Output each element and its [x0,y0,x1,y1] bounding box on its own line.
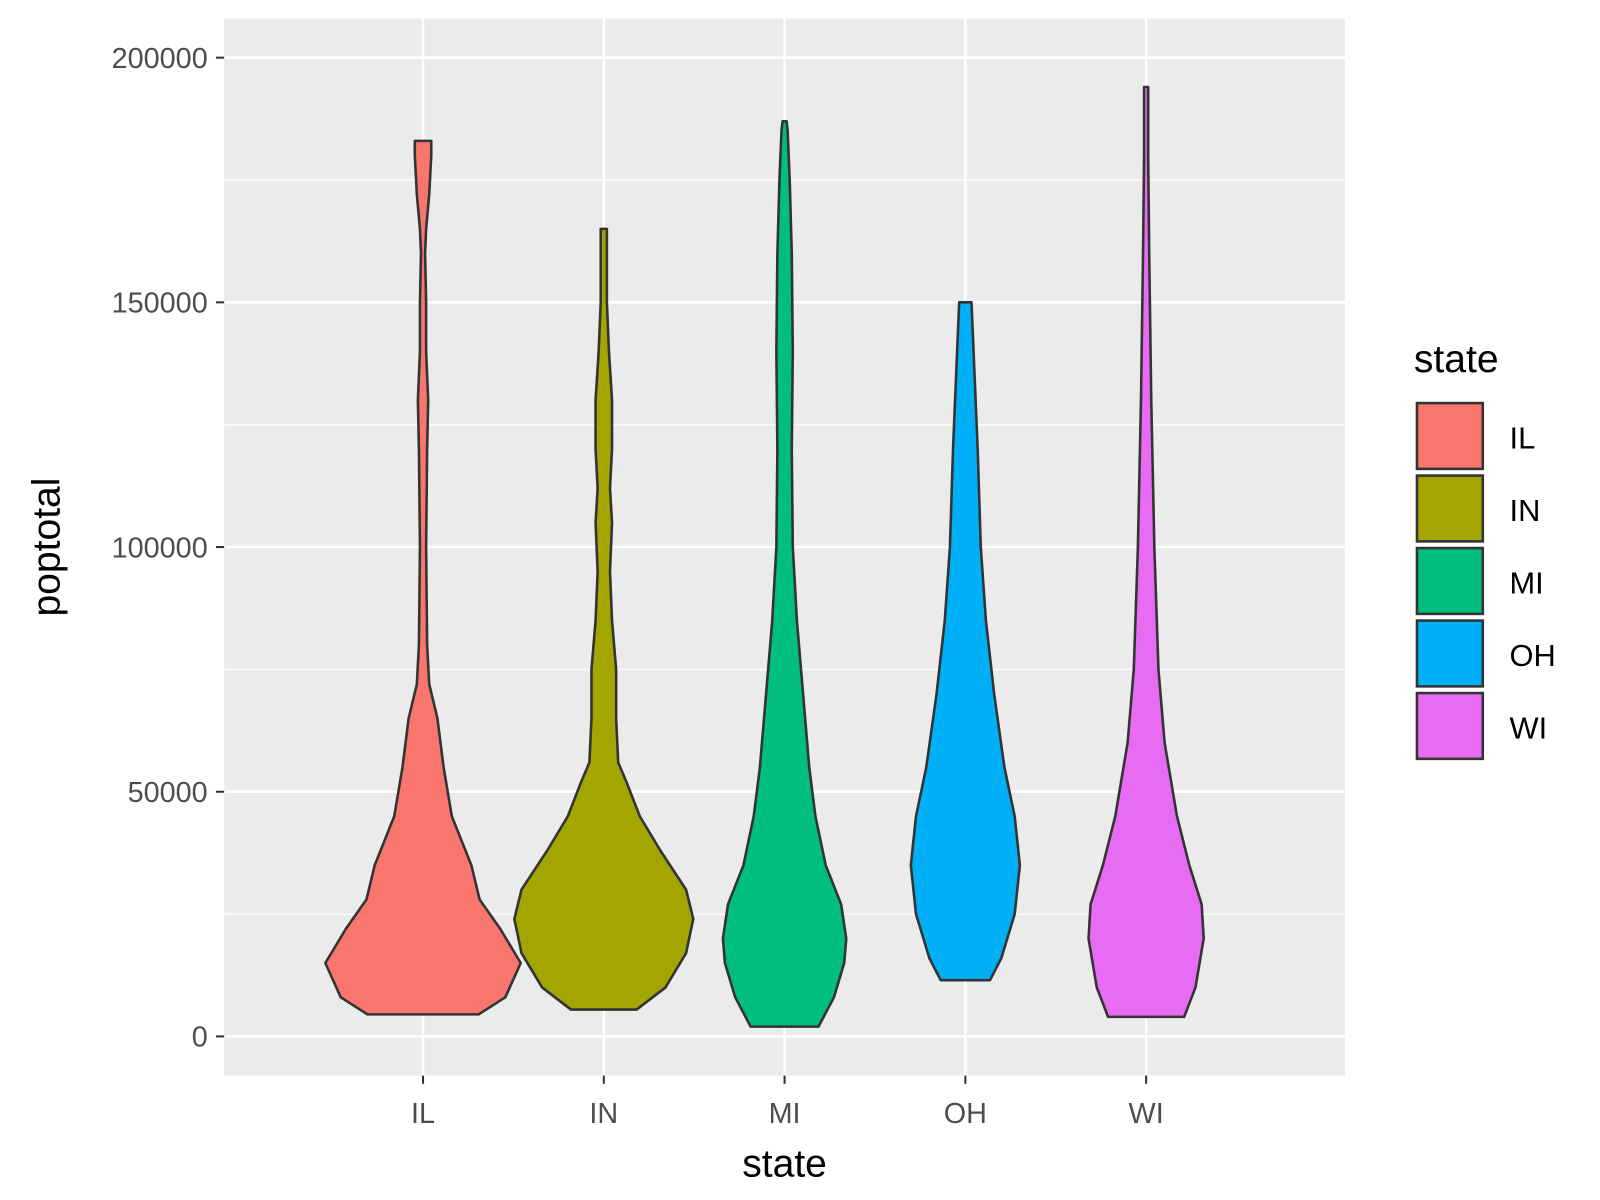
legend-key-IN [1415,474,1485,543]
y-tick-label: 0 [192,1022,208,1054]
legend-key-MI [1415,546,1485,616]
y-tick-label: 150000 [112,288,208,320]
x-tick-label: OH [944,1098,987,1130]
legend-key-IL [1415,401,1485,471]
x-tick-label: IL [411,1098,435,1130]
x-tick-label: IN [589,1098,618,1130]
x-axis: IL IN MI OH WI [411,1075,1164,1130]
violin-MI [721,119,848,1028]
x-tick-label: WI [1129,1098,1164,1130]
legend: state IL IN MI OH WI [1414,338,1556,761]
legend-label: WI [1510,710,1548,745]
legend-label: IN [1510,493,1541,528]
violin-OH [909,301,1022,982]
x-tick-label: MI [769,1098,801,1130]
legend-label: OH [1510,638,1556,673]
legend-key-OH [1415,619,1485,688]
legend-label: MI [1510,565,1544,600]
y-tick-label: 50000 [128,777,208,809]
y-tick-label: 100000 [112,532,208,564]
x-axis-title: state [742,1142,827,1185]
legend-label: IL [1510,420,1536,455]
violin-WI [1087,85,1205,1019]
violin-IN [513,227,695,1011]
violin-IL [324,139,523,1016]
y-tick-label: 200000 [112,43,208,75]
legend-title: state [1414,338,1499,381]
legend-key-WI [1415,691,1485,761]
y-axis: 0 50000 100000 150000 200000 [112,43,225,1054]
violins [324,85,1205,1028]
y-axis-title: poptotal [26,478,69,617]
